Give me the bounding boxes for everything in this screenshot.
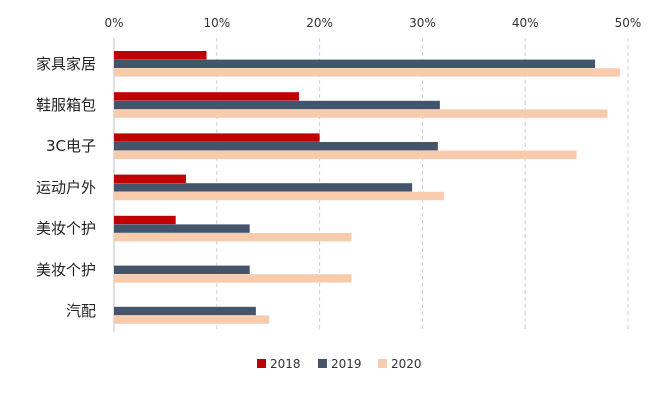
bar-2020 [114, 150, 577, 159]
category-label: 美妆个护 [36, 220, 96, 238]
legend-label: 2018 [270, 357, 301, 371]
category-label: 家具家居 [36, 55, 96, 73]
category-label: 3C电子 [46, 137, 96, 155]
legend-swatch [318, 359, 327, 368]
x-tick-label: 40% [512, 16, 539, 30]
bar-2019 [114, 142, 438, 151]
legend-label: 2020 [391, 357, 422, 371]
bar-2020 [114, 109, 608, 118]
legend: 2018 2019 2020 [257, 357, 422, 371]
category-label: 鞋服箱包 [36, 96, 96, 114]
legend-label: 2019 [331, 357, 362, 371]
bar-2019 [114, 100, 440, 110]
bar-2020 [114, 315, 270, 324]
category-label: 汽配 [66, 302, 96, 320]
bar-2020 [114, 191, 444, 201]
bar-2019 [114, 224, 250, 233]
bar-2018 [114, 133, 320, 142]
bar-2019 [114, 183, 413, 192]
bar-2019 [114, 59, 596, 68]
bar-2020 [114, 233, 352, 242]
bar-2018 [114, 92, 300, 101]
bar-2018 [114, 215, 176, 225]
x-tick-label: 0% [104, 16, 123, 30]
legend-swatch [378, 359, 387, 368]
bar-2019 [114, 306, 256, 316]
category-label: 运动户外 [36, 178, 96, 196]
bar-2019 [114, 265, 250, 274]
x-tick-label: 20% [306, 16, 333, 30]
bar-2020 [114, 68, 620, 77]
x-tick-label: 50% [615, 16, 642, 30]
bars [114, 51, 620, 324]
x-tick-label: 10% [203, 16, 230, 30]
category-label: 美妆个护 [36, 261, 96, 279]
bar-2018 [114, 51, 207, 60]
bar-2018 [114, 174, 186, 183]
bar-2020 [114, 274, 352, 283]
x-axis-ticks: 0% 10% 20% 30% 40% 50% [104, 16, 641, 30]
x-tick-label: 30% [409, 16, 436, 30]
legend-swatch [257, 359, 266, 368]
